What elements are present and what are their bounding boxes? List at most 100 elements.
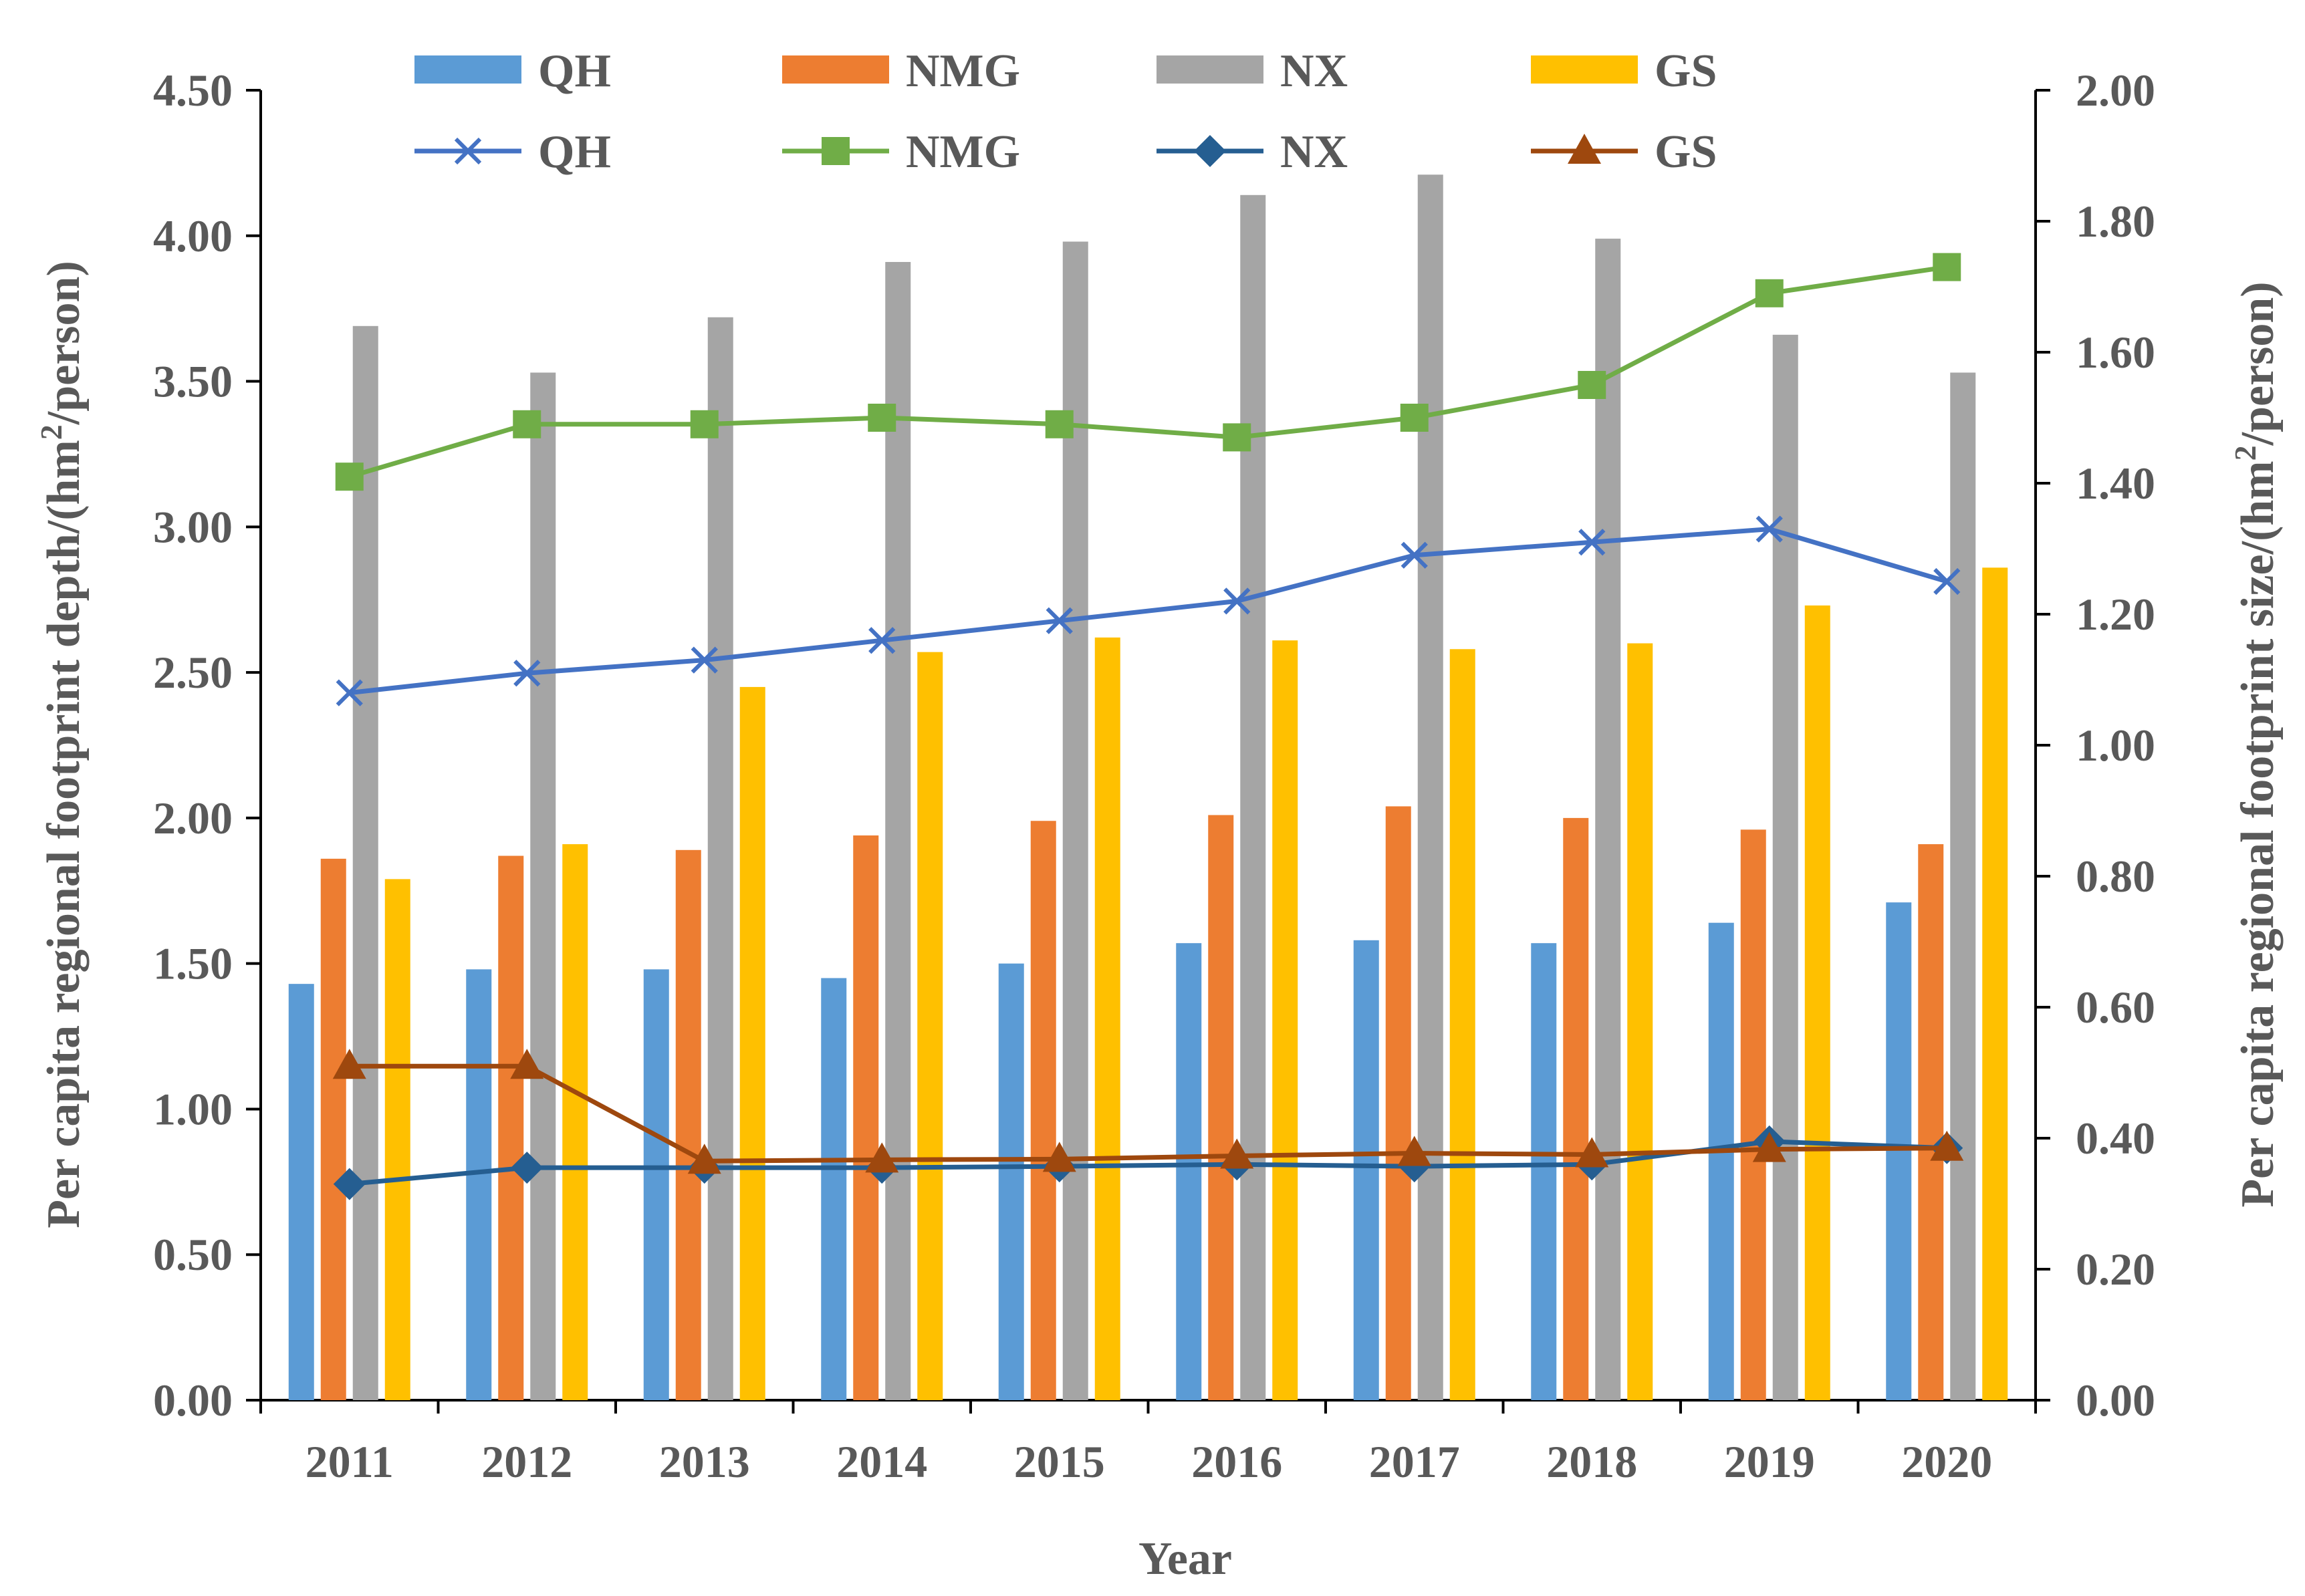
y-left-tick-label: 4.00 bbox=[153, 211, 233, 261]
y-right-tick-label: 0.40 bbox=[2076, 1113, 2155, 1164]
y-left-tick-label: 2.50 bbox=[153, 647, 233, 698]
bar-nmg-2011 bbox=[320, 858, 346, 1400]
y-left-title-end: /person) bbox=[38, 261, 90, 425]
point-gs-2018 bbox=[1575, 1137, 1609, 1168]
point-nx-2011 bbox=[333, 1168, 366, 1200]
bar-qh-2015 bbox=[998, 963, 1024, 1400]
legend-marker-nmg bbox=[822, 137, 850, 165]
bar-gs-2012 bbox=[562, 844, 588, 1400]
y-right-tick-label: 0.20 bbox=[2076, 1244, 2155, 1295]
bar-gs-2013 bbox=[739, 686, 765, 1400]
y-right-tick-label: 0.00 bbox=[2076, 1375, 2155, 1426]
point-nmg-2018 bbox=[1578, 371, 1606, 399]
y-right-tick-label: 1.00 bbox=[2076, 720, 2155, 771]
point-nmg-2014 bbox=[868, 404, 896, 432]
legend-swatch-bar-qh bbox=[414, 55, 521, 84]
x-tick-label: 2013 bbox=[659, 1436, 750, 1487]
y-right-title-main: Per capita regional footprint size/(hm bbox=[2232, 460, 2284, 1207]
bar-nmg-2014 bbox=[853, 835, 879, 1400]
point-gs-2016 bbox=[1220, 1138, 1254, 1169]
bar-qh-2018 bbox=[1531, 943, 1557, 1400]
point-gs-2019 bbox=[1752, 1132, 1786, 1162]
legend-label-bar-nmg: NMG bbox=[906, 45, 1020, 97]
y-axis-left-title: Per capita regional footprint depth/(hm2… bbox=[34, 261, 90, 1228]
bar-gs-2019 bbox=[1804, 605, 1830, 1400]
bar-gs-2016 bbox=[1272, 640, 1298, 1401]
x-tick-label: 2011 bbox=[306, 1436, 394, 1487]
bar-nx-2020 bbox=[1950, 372, 1976, 1400]
bar-nx-2014 bbox=[885, 261, 911, 1400]
point-qh-2016 bbox=[1223, 587, 1251, 615]
point-gs-2011 bbox=[332, 1049, 366, 1079]
bar-gs-2015 bbox=[1094, 637, 1120, 1400]
point-nmg-2015 bbox=[1045, 410, 1074, 438]
y-left-title-main: Per capita regional footprint depth/(hm bbox=[38, 440, 90, 1228]
bar-nmg-2016 bbox=[1208, 815, 1234, 1400]
x-tick-label: 2017 bbox=[1369, 1436, 1460, 1487]
y-left-tick-label: 1.50 bbox=[153, 938, 233, 989]
legend-label-bar-gs: GS bbox=[1655, 45, 1717, 97]
legend-swatch-bar-nx bbox=[1157, 55, 1263, 84]
point-qh-2015 bbox=[1046, 607, 1073, 634]
y-right-tick-label: 1.60 bbox=[2076, 327, 2155, 378]
y-left-tick-label: 4.50 bbox=[153, 65, 233, 116]
point-gs-2020 bbox=[1930, 1130, 1964, 1161]
point-nmg-2016 bbox=[1223, 423, 1251, 452]
x-tick-label: 2020 bbox=[1901, 1436, 1992, 1487]
bar-qh-2012 bbox=[466, 969, 492, 1400]
y-left-tick-label: 2.00 bbox=[153, 793, 233, 843]
x-tick-label: 2012 bbox=[481, 1436, 572, 1487]
point-qh-2017 bbox=[1401, 541, 1428, 569]
y-right-tick-label: 1.80 bbox=[2076, 196, 2155, 247]
y-right-title-sup: 2 bbox=[2228, 445, 2262, 460]
y-right-tick-label: 2.00 bbox=[2076, 65, 2155, 116]
line-nx bbox=[349, 1139, 1947, 1187]
bar-nx-2017 bbox=[1417, 174, 1443, 1401]
point-gs-2013 bbox=[687, 1144, 721, 1174]
legend-swatch-bar-nmg bbox=[782, 55, 889, 84]
x-tick-label: 2019 bbox=[1724, 1436, 1815, 1487]
bar-gs-2017 bbox=[1449, 649, 1475, 1401]
point-nmg-2011 bbox=[335, 462, 364, 491]
bar-nx-2012 bbox=[530, 372, 556, 1400]
bar-gs-2014 bbox=[917, 652, 943, 1400]
y-right-tick-label: 1.20 bbox=[2076, 589, 2155, 640]
bar-gs-2011 bbox=[384, 879, 410, 1400]
bar-qh-2020 bbox=[1886, 902, 1912, 1400]
point-nmg-2013 bbox=[690, 410, 719, 438]
bar-nx-2016 bbox=[1240, 194, 1266, 1400]
y-right-title-end: /person) bbox=[2232, 281, 2284, 446]
bar-nx-2018 bbox=[1595, 239, 1621, 1401]
bar-nx-2013 bbox=[707, 317, 733, 1400]
bar-nmg-2015 bbox=[1030, 821, 1056, 1400]
bar-qh-2017 bbox=[1353, 940, 1379, 1400]
bar-nmg-2017 bbox=[1385, 806, 1411, 1400]
bar-gs-2020 bbox=[1982, 567, 2008, 1401]
point-gs-2014 bbox=[865, 1142, 899, 1173]
bar-qh-2014 bbox=[821, 978, 847, 1400]
legend-label-bar-nx: NX bbox=[1280, 45, 1348, 97]
bar-nx-2011 bbox=[352, 325, 378, 1400]
y-left-tick-label: 0.00 bbox=[153, 1375, 233, 1426]
point-nmg-2012 bbox=[513, 410, 541, 438]
line-nmg bbox=[348, 265, 1947, 479]
point-gs-2015 bbox=[1042, 1142, 1076, 1172]
x-tick-label: 2015 bbox=[1014, 1436, 1105, 1487]
point-qh-2013 bbox=[691, 646, 718, 674]
y-left-tick-label: 1.00 bbox=[153, 1083, 233, 1134]
bar-nmg-2013 bbox=[675, 849, 701, 1400]
point-qh-2019 bbox=[1755, 515, 1783, 543]
bar-nmg-2019 bbox=[1740, 829, 1766, 1400]
legend-label-line-qh: QH bbox=[538, 126, 611, 178]
point-nx-2012 bbox=[511, 1152, 543, 1184]
point-gs-2017 bbox=[1397, 1136, 1431, 1166]
y-right-tick-label: 1.40 bbox=[2076, 458, 2155, 509]
bar-qh-2011 bbox=[288, 984, 314, 1400]
legend-swatch-bar-gs bbox=[1531, 55, 1638, 84]
legend-marker-gs bbox=[1568, 134, 1601, 164]
legend: QH NMG NX GS QH NMG NX GS bbox=[414, 45, 1717, 178]
point-gs-2012 bbox=[510, 1049, 544, 1079]
y-axis-right-title: Per capita regional footprint size/(hm2/… bbox=[2228, 281, 2284, 1207]
line-qh bbox=[349, 527, 1948, 696]
bar-qh-2019 bbox=[1708, 922, 1734, 1400]
